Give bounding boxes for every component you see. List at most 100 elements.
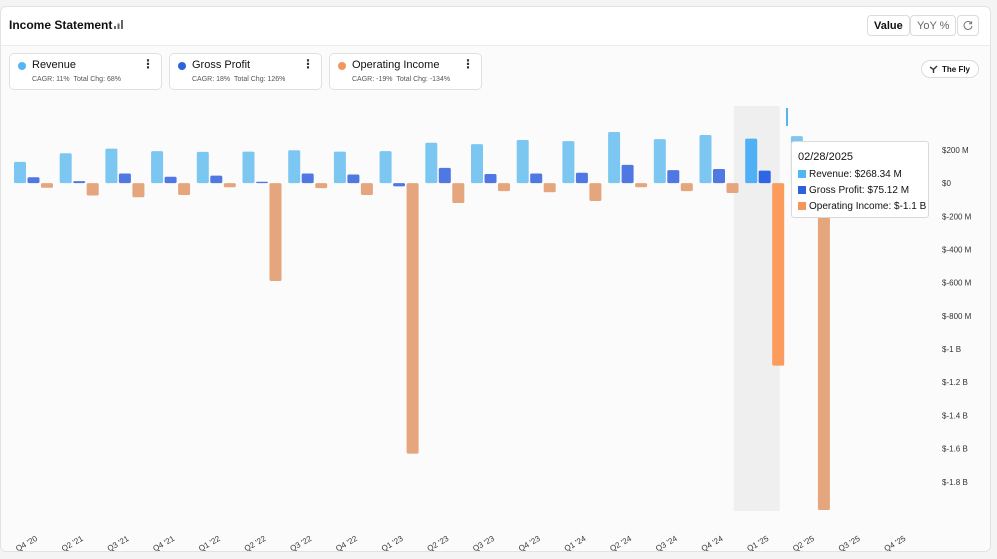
refresh-button[interactable] — [957, 15, 979, 36]
y-tick-label: $-1.2 B — [942, 378, 968, 387]
tooltip-revenue-swatch — [798, 170, 806, 178]
y-tick-label: $0 — [942, 179, 951, 188]
x-tick-label: Q1 '25 — [745, 534, 770, 552]
revenue-bar[interactable] — [379, 151, 392, 184]
revenue-bar[interactable] — [425, 142, 438, 184]
revenue-bar[interactable] — [608, 131, 621, 184]
operating-income-bar[interactable] — [817, 183, 830, 510]
legend-total: Total Chg: 68% — [73, 76, 121, 83]
revenue-dot-icon — [18, 62, 26, 70]
gross-profit-bar[interactable] — [118, 173, 131, 184]
source-badge[interactable]: The Fly — [921, 60, 980, 78]
tooltip-gross-profit: Gross Profit: $75.12 M — [809, 185, 910, 196]
income-chart[interactable]: $200 M $0 $-200 M $-400 M $-600 M $-800 M $-1 … — [1, 46, 990, 552]
revenue-bar[interactable] — [745, 138, 758, 184]
operating-income-bar[interactable] — [543, 183, 556, 193]
chart-area: $200 M $0 $-200 M $-400 M $-600 M $-800 M $-1 … — [1, 46, 990, 552]
operating-income-bar[interactable] — [269, 183, 282, 282]
source-label: The Fly — [942, 65, 971, 74]
y-tick-label: $-1 B — [942, 345, 961, 354]
gross-profit-bar[interactable] — [758, 170, 771, 184]
income-statement-card: Income Statement Value YoY % $200 M $0 $-2… — [0, 6, 991, 552]
operating-income-bar[interactable] — [772, 183, 785, 366]
operating-income-bar[interactable] — [726, 183, 739, 194]
x-tick-label: Q4 '22 — [334, 534, 359, 552]
gross-profit-bar[interactable] — [438, 167, 451, 184]
revenue-bar[interactable] — [333, 151, 346, 184]
gross-profit-bar[interactable] — [256, 181, 268, 184]
x-tick-label: Q3 '21 — [106, 534, 131, 552]
chart-tooltip: 02/28/2025 Revenue: $268.34 M Gross Prof… — [791, 141, 929, 218]
x-tick-label: Q4 '25 — [883, 534, 908, 552]
y-tick-label: $-800 M — [942, 312, 972, 321]
gross-profit-bar[interactable] — [393, 183, 406, 187]
y-tick-label: $-1.6 B — [942, 445, 968, 454]
legend-menu-button[interactable]: ⋮ — [142, 57, 154, 71]
x-tick-label: Q4 '23 — [517, 534, 542, 552]
operating-income-bar[interactable] — [315, 183, 328, 189]
gross-profit-bar[interactable] — [667, 170, 680, 184]
legend-total: Total Chg: -134% — [396, 76, 451, 83]
tooltip-date: 02/28/2025 — [798, 151, 854, 163]
operating-income-bar[interactable] — [86, 183, 99, 196]
gross-profit-bar[interactable] — [484, 173, 497, 184]
gross-profit-bar[interactable] — [210, 175, 223, 184]
revenue-bar[interactable] — [653, 139, 666, 184]
yoy-toggle-button[interactable]: YoY % — [910, 15, 957, 36]
tooltip-gross-profit-swatch — [798, 186, 806, 194]
gross-profit-bar[interactable] — [73, 181, 86, 184]
revenue-bar[interactable] — [471, 144, 483, 184]
x-tick-label: Q3 '23 — [471, 534, 496, 552]
operating-income-bar[interactable] — [635, 183, 648, 188]
operating-income-bar[interactable] — [178, 183, 191, 196]
operating-income-bar[interactable] — [132, 183, 145, 198]
revenue-bar[interactable] — [699, 134, 712, 184]
legend-menu-button[interactable]: ⋮ — [302, 57, 314, 71]
operating-income-bar[interactable] — [452, 183, 465, 204]
legend-name: Gross Profit — [192, 59, 251, 71]
operating-income-bar[interactable] — [360, 183, 373, 196]
gross-profit-bar[interactable] — [164, 176, 177, 184]
operating-income-bar[interactable] — [41, 183, 53, 188]
revenue-bar[interactable] — [151, 151, 164, 184]
tooltip-revenue: Revenue: $268.34 M — [809, 169, 902, 180]
legend-name: Revenue — [32, 59, 77, 71]
gross-profit-bar[interactable] — [713, 168, 725, 184]
revenue-bar[interactable] — [288, 150, 301, 184]
bar-signal-icon[interactable] — [113, 19, 124, 30]
revenue-bar[interactable] — [105, 148, 118, 184]
gross-profit-bar[interactable] — [27, 177, 40, 184]
gross-profit-bar[interactable] — [621, 164, 634, 184]
operating-income-bar[interactable] — [406, 183, 419, 454]
revenue-bar[interactable] — [242, 151, 255, 184]
revenue-bar[interactable] — [516, 139, 529, 184]
gross-profit-bar[interactable] — [575, 172, 588, 184]
revenue-bar[interactable] — [562, 141, 575, 184]
legend-revenue[interactable]: Revenue CAGR: 11% Total Chg: 68% ⋮ — [9, 53, 162, 90]
legend-gross-profit[interactable]: Gross Profit CAGR: 18% Total Chg: 126% ⋮ — [169, 53, 322, 90]
x-tick-label: Q3 '22 — [288, 534, 313, 552]
card-header: Income Statement Value YoY % — [1, 7, 990, 46]
operating-income-bar[interactable] — [498, 183, 510, 192]
revenue-bar[interactable] — [196, 151, 209, 184]
x-tick-label: Q2 '25 — [791, 534, 816, 552]
operating-income-bar[interactable] — [680, 183, 693, 192]
operating-income-bar[interactable] — [223, 183, 236, 188]
value-toggle-button[interactable]: Value — [867, 15, 910, 36]
y-tick-label: $-1.8 B — [942, 478, 968, 487]
legend-cagr: CAGR: 11% — [32, 76, 70, 83]
x-tick-label: Q1 '23 — [380, 534, 405, 552]
revenue-bar[interactable] — [59, 153, 72, 184]
fly-logo-icon — [929, 65, 938, 73]
gross-profit-bar[interactable] — [347, 174, 360, 184]
x-tick-label: Q2 '21 — [60, 534, 85, 552]
x-tick-label: Q2 '24 — [608, 534, 633, 552]
gross-profit-bar[interactable] — [301, 173, 314, 184]
operating-income-bar[interactable] — [589, 183, 602, 202]
x-tick-label: Q2 '23 — [426, 534, 451, 552]
y-tick-label: $-400 M — [942, 245, 972, 254]
legend-menu-button[interactable]: ⋮ — [462, 57, 474, 71]
legend-operating-income[interactable]: Operating Income CAGR: -19% Total Chg: -… — [329, 53, 482, 90]
revenue-bar[interactable] — [14, 161, 26, 184]
gross-profit-bar[interactable] — [530, 173, 543, 184]
